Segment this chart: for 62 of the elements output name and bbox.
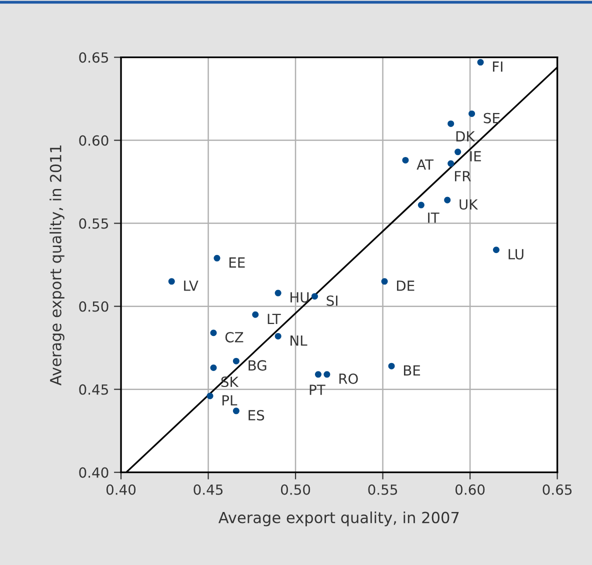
point (477, 59, 484, 66)
annotation: IE (470, 151, 481, 162)
annotation: PT (310, 384, 326, 395)
annotation: EE (229, 257, 245, 268)
annotation: DE (397, 280, 414, 291)
annotation: SI (326, 295, 338, 306)
point (418, 202, 424, 208)
point (402, 156, 409, 164)
annotation: SE (484, 112, 500, 124)
annotation: LT (268, 314, 281, 324)
y-tick-label: 0.55 (79, 218, 108, 229)
point (388, 362, 395, 370)
x-axis-title: Average export quality, in 2007 (218, 511, 459, 526)
x-tick-label: 0.65 (542, 484, 572, 495)
y-tick-label: 0.45 (79, 384, 108, 395)
annotation: LU (508, 249, 524, 260)
point (232, 358, 240, 364)
annotation: HU (290, 292, 309, 303)
point (210, 364, 217, 372)
point (324, 371, 330, 378)
point (210, 330, 217, 336)
point (274, 290, 282, 296)
point (232, 408, 240, 414)
point (381, 278, 388, 285)
annotation: FR (454, 171, 471, 182)
annotation: UK (460, 199, 478, 210)
point (448, 120, 454, 127)
annotation: NL (290, 335, 308, 346)
x-tick-label: 0.60 (456, 484, 485, 495)
point (444, 196, 451, 204)
point (168, 278, 175, 285)
annotation: FI (492, 62, 502, 72)
annotation: SK (221, 376, 239, 388)
point (492, 246, 500, 254)
annotation: BE (404, 365, 420, 376)
annotation: RO (339, 373, 358, 384)
point (454, 148, 462, 156)
point (448, 160, 454, 167)
y-tick-label: 0.40 (79, 467, 108, 478)
point (206, 392, 214, 400)
annotation: DK (456, 131, 476, 142)
x-tick-label: 0.40 (106, 484, 136, 495)
point (214, 254, 220, 262)
y-tick-label: 0.50 (79, 301, 108, 312)
annotation: AT (416, 159, 434, 170)
y-axis-title: Average export quality, in 2011 (50, 145, 64, 386)
y-tick-label: 0.65 (79, 52, 108, 63)
y-tick-label: 0.60 (79, 135, 108, 146)
annotation: PL (222, 395, 238, 406)
point (311, 293, 318, 300)
point (468, 110, 476, 117)
point (274, 332, 282, 340)
point (252, 311, 259, 318)
annotation: BG (248, 360, 266, 371)
x-tick-label: 0.55 (368, 484, 398, 495)
x-tick-label: 0.45 (194, 484, 223, 495)
point (314, 371, 322, 378)
annotation: CZ (225, 332, 244, 342)
annotation: LV (184, 280, 198, 291)
annotation: IT (428, 212, 440, 223)
annotation: ES (248, 410, 264, 420)
x-tick-label: 0.50 (280, 484, 310, 495)
